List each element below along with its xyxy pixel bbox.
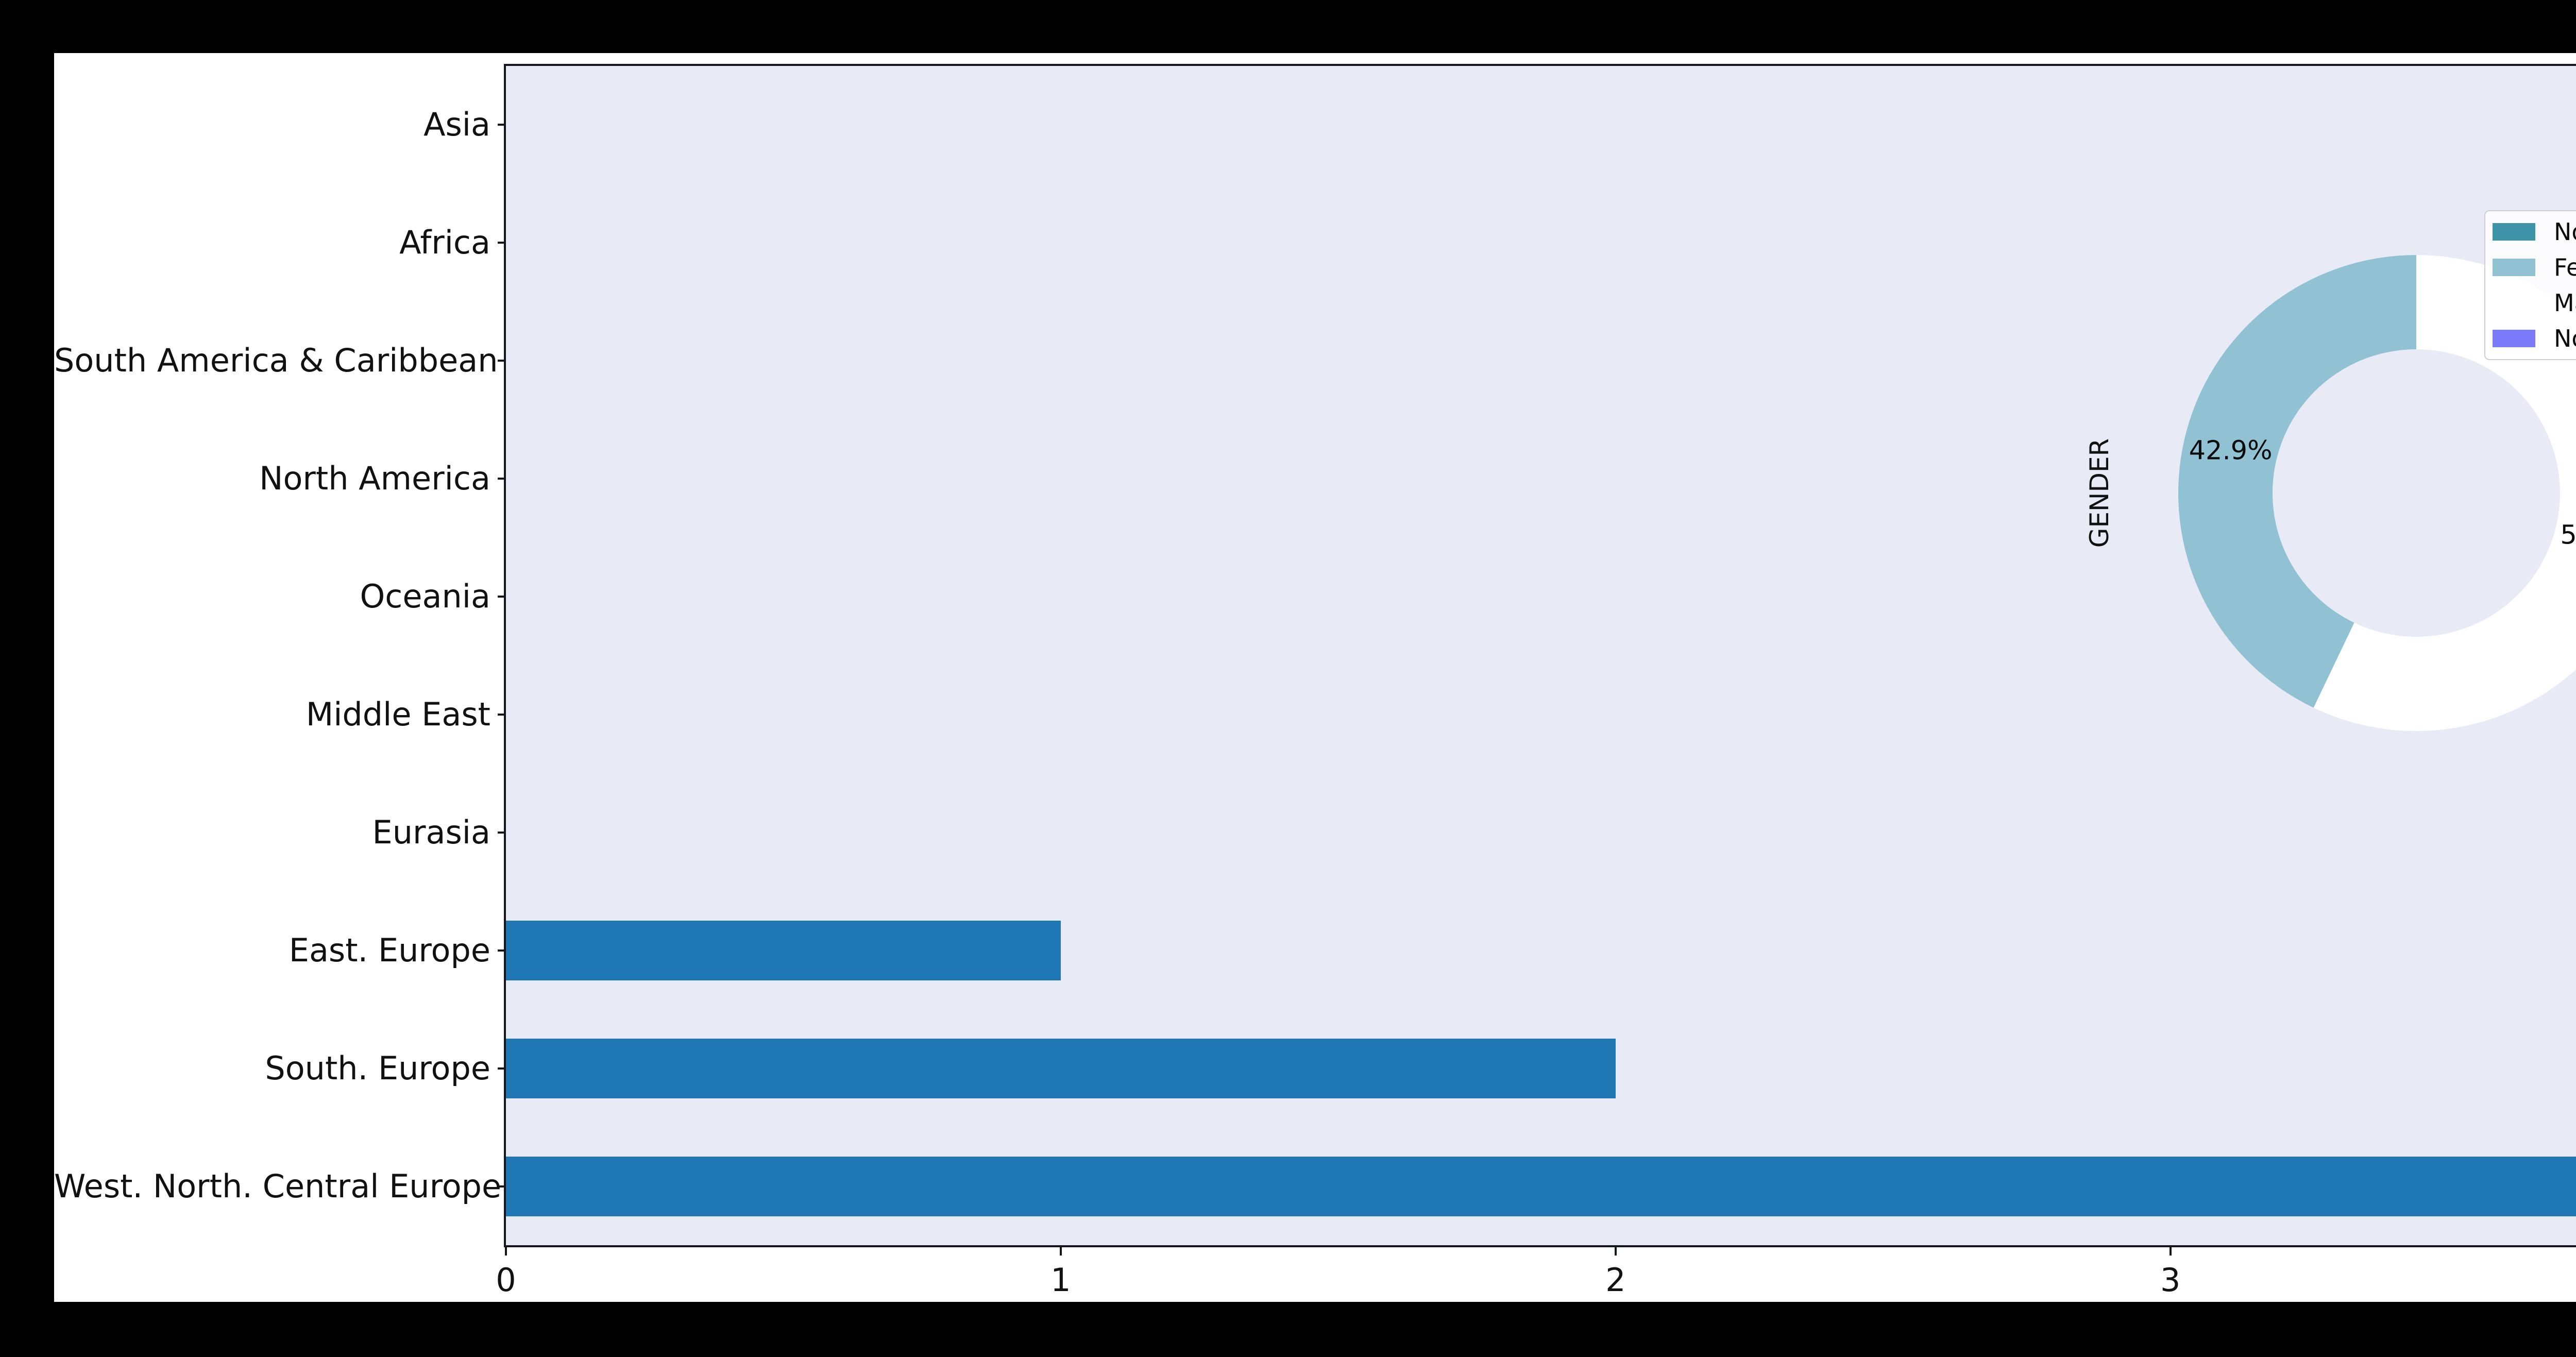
bar-south-europe	[506, 1038, 1616, 1098]
xtick-mark	[2169, 1247, 2172, 1256]
donut-slice-female	[2178, 255, 2416, 708]
ytick-mark	[498, 360, 506, 362]
legend-item-non-binary: Non-binary	[2493, 214, 2576, 249]
gender-donut-chart: 0.0%42.9%57.1%	[2178, 255, 2576, 731]
legend-item-female: Female	[2493, 249, 2576, 285]
legend-item-male: Male	[2493, 285, 2576, 320]
ytick-mark	[498, 1185, 506, 1188]
gender-legend: Non-binary Female Male Not disclosed	[2484, 210, 2576, 360]
ytick-label-eurasia: Eurasia	[372, 813, 490, 851]
legend-item-not-disclosed: Not disclosed	[2493, 320, 2576, 356]
xtick-mark	[505, 1247, 507, 1256]
donut-axis-title-text: GENDER	[2084, 438, 2114, 548]
legend-swatch-female	[2493, 258, 2535, 276]
legend-swatch-male	[2493, 294, 2535, 312]
ytick-label-africa: Africa	[399, 224, 490, 262]
ytick-label-south-america-caribbean: South America & Caribbean	[54, 342, 498, 380]
ytick-mark	[498, 1067, 506, 1070]
ytick-mark	[498, 478, 506, 480]
legend-label: Male	[2554, 289, 2576, 317]
xtick-label-2: 2	[1605, 1261, 1626, 1299]
legend-swatch-non-binary	[2493, 223, 2535, 241]
figure-background: Asia Africa South America & Caribbean North…	[54, 53, 2576, 1302]
plot-area	[506, 66, 2576, 1245]
xtick-label-1: 1	[1050, 1261, 1071, 1299]
ytick-label-middle-east: Middle East	[306, 695, 490, 733]
ytick-label-oceania: Oceania	[360, 578, 490, 616]
ytick-label-north-america: North America	[259, 460, 490, 498]
donut-slice-male	[2313, 255, 2576, 731]
ytick-mark	[498, 831, 506, 834]
bar-west-north-central-europe	[506, 1156, 2576, 1216]
legend-swatch-not-disclosed	[2493, 329, 2535, 347]
pct-label-male: 57.1%	[2560, 520, 2576, 550]
ytick-label-south-europe: South. Europe	[265, 1049, 490, 1087]
ytick-mark	[498, 713, 506, 716]
ytick-label-east-europe: East. Europe	[289, 931, 490, 969]
ytick-label-asia: Asia	[423, 106, 490, 144]
xtick-mark	[1059, 1247, 1062, 1256]
ytick-mark	[498, 596, 506, 598]
ytick-mark	[498, 242, 506, 244]
pct-label-female: 42.9%	[2189, 436, 2273, 466]
xtick-label-3: 3	[2160, 1261, 2181, 1299]
legend-label: Female	[2554, 253, 2576, 281]
xtick-label-0: 0	[496, 1261, 516, 1299]
ytick-label-west-north-central-europe: West. North. Central Europe	[54, 1167, 502, 1205]
legend-label: Non-binary	[2554, 217, 2576, 246]
xtick-mark	[1614, 1247, 1617, 1256]
ytick-mark	[498, 124, 506, 126]
ytick-mark	[498, 949, 506, 952]
bar-east-europe	[506, 920, 1061, 980]
legend-label: Not disclosed	[2554, 324, 2576, 352]
